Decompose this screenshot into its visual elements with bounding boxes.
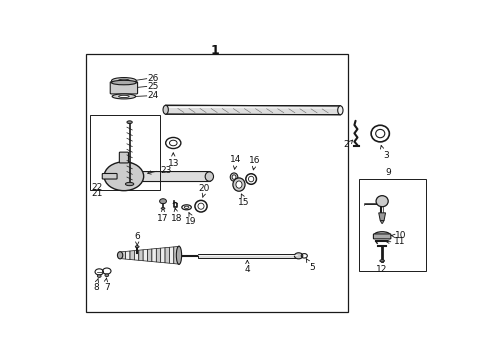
Circle shape	[104, 162, 144, 191]
Ellipse shape	[338, 106, 343, 115]
Text: 3: 3	[383, 151, 389, 160]
Text: 25: 25	[148, 82, 159, 91]
FancyBboxPatch shape	[102, 174, 117, 179]
Text: 21: 21	[92, 189, 103, 198]
Text: 15: 15	[238, 198, 249, 207]
Polygon shape	[147, 249, 152, 262]
Text: 1: 1	[211, 44, 220, 57]
Text: 10: 10	[395, 231, 407, 240]
Polygon shape	[379, 213, 386, 221]
Polygon shape	[165, 247, 170, 263]
Ellipse shape	[118, 79, 129, 82]
Bar	[86, 54, 348, 312]
Ellipse shape	[376, 196, 388, 207]
Polygon shape	[161, 248, 165, 263]
Bar	[359, 179, 426, 270]
Text: 5: 5	[309, 263, 315, 272]
Ellipse shape	[248, 176, 254, 182]
Ellipse shape	[236, 181, 242, 188]
Ellipse shape	[205, 172, 214, 181]
Ellipse shape	[376, 129, 385, 138]
Text: 4: 4	[245, 265, 250, 274]
Text: 18: 18	[171, 214, 182, 223]
FancyBboxPatch shape	[120, 152, 128, 163]
Ellipse shape	[127, 121, 132, 123]
Text: 13: 13	[168, 159, 179, 168]
Text: 26: 26	[148, 74, 159, 83]
Polygon shape	[130, 251, 134, 260]
Text: 19: 19	[185, 217, 197, 226]
Ellipse shape	[233, 178, 245, 191]
Ellipse shape	[112, 77, 136, 84]
Text: 23: 23	[160, 166, 172, 175]
Ellipse shape	[161, 208, 165, 209]
Bar	[90, 115, 160, 190]
Text: 14: 14	[230, 155, 242, 164]
Ellipse shape	[184, 206, 189, 208]
Text: 12: 12	[376, 265, 388, 274]
Polygon shape	[166, 105, 341, 115]
Text: 22: 22	[92, 183, 103, 192]
FancyBboxPatch shape	[142, 172, 211, 181]
Circle shape	[170, 140, 177, 146]
Ellipse shape	[125, 183, 134, 186]
Ellipse shape	[176, 246, 182, 264]
Ellipse shape	[163, 105, 169, 114]
Text: 8: 8	[94, 283, 99, 292]
Ellipse shape	[230, 173, 238, 181]
Text: 24: 24	[148, 91, 159, 100]
Polygon shape	[143, 249, 147, 261]
Ellipse shape	[294, 253, 303, 259]
Polygon shape	[170, 247, 174, 264]
Text: 7: 7	[104, 283, 110, 292]
Ellipse shape	[198, 203, 204, 209]
Polygon shape	[121, 251, 125, 259]
Ellipse shape	[380, 260, 385, 262]
Polygon shape	[380, 221, 384, 223]
Text: 17: 17	[157, 214, 169, 223]
Text: 11: 11	[394, 238, 406, 247]
Polygon shape	[125, 251, 130, 260]
Ellipse shape	[135, 246, 139, 248]
Ellipse shape	[111, 80, 136, 85]
Text: 2: 2	[343, 140, 349, 149]
Ellipse shape	[119, 95, 129, 98]
Circle shape	[160, 199, 167, 204]
Circle shape	[98, 275, 101, 278]
Ellipse shape	[232, 175, 236, 179]
Text: 9: 9	[385, 168, 391, 177]
Polygon shape	[139, 250, 143, 261]
Polygon shape	[134, 250, 139, 260]
Polygon shape	[174, 247, 178, 264]
FancyBboxPatch shape	[373, 234, 391, 239]
Text: 16: 16	[249, 156, 261, 165]
Polygon shape	[152, 248, 156, 262]
Text: 6: 6	[134, 233, 140, 242]
Ellipse shape	[374, 232, 390, 238]
Text: 20: 20	[199, 184, 210, 193]
Ellipse shape	[118, 252, 123, 259]
Bar	[198, 254, 298, 258]
Circle shape	[105, 274, 109, 276]
FancyBboxPatch shape	[110, 82, 138, 94]
Polygon shape	[156, 248, 161, 262]
Ellipse shape	[112, 94, 136, 99]
